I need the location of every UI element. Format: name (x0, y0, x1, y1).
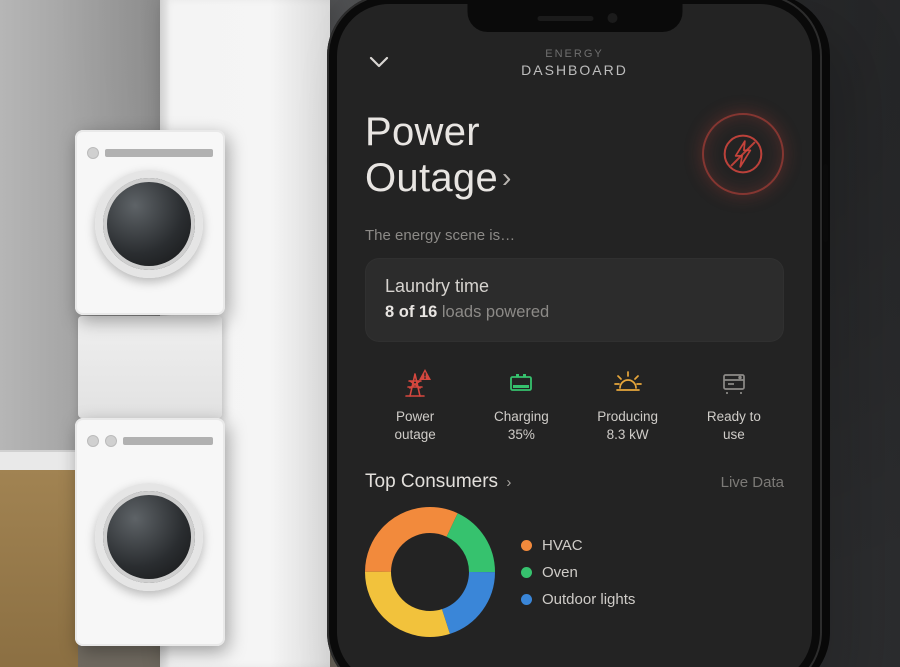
chevron-right-icon: › (502, 162, 512, 193)
tile-producing[interactable]: Producing 8.3 kW (578, 366, 678, 443)
scene-loads-suffix: loads powered (442, 303, 549, 321)
scene-loads-total: 16 (419, 303, 437, 321)
top-consumers-title: Top Consumers (365, 471, 498, 492)
chevron-right-icon: › (506, 474, 511, 491)
room-counter (0, 450, 78, 470)
top-consumers-link[interactable]: Top Consumers › (365, 471, 511, 493)
tile-value: 8.3 kW (578, 427, 678, 442)
scene-loads: 8 of 16 loads powered (385, 303, 764, 322)
no-power-icon (721, 132, 765, 176)
dryer-appliance (75, 130, 225, 315)
phone-screen: ENERGY DASHBOARD Power Outage› The energ… (337, 4, 812, 667)
tile-label: use (723, 427, 745, 442)
tile-label: Ready to (707, 409, 761, 424)
legend-label: HVAC (542, 537, 583, 554)
appliance-plinth (78, 316, 222, 418)
phone-frame: ENERGY DASHBOARD Power Outage› The energ… (327, 0, 822, 667)
tile-ready[interactable]: Ready to use (684, 366, 784, 443)
live-data-label: Live Data (721, 474, 784, 491)
transmission-icon (365, 366, 465, 400)
battery-icon (471, 366, 571, 400)
nav-title: DASHBOARD (365, 62, 784, 78)
page-title[interactable]: Power Outage› (365, 109, 512, 201)
tile-label: Charging (471, 408, 571, 426)
legend-item: Outdoor lights (521, 591, 635, 608)
legend-label: Outdoor lights (542, 591, 635, 608)
legend-item: HVAC (521, 537, 635, 554)
legend-dot-icon (521, 594, 532, 605)
app-nav: ENERGY DASHBOARD (337, 42, 812, 78)
collapse-button[interactable] (367, 50, 391, 74)
legend-dot-icon (521, 540, 532, 551)
chevron-down-icon (367, 50, 391, 74)
power-outage-badge (702, 113, 784, 195)
scene-name: Laundry time (385, 276, 764, 297)
screen-content: Power Outage› The energy scene is… Laund… (365, 109, 784, 667)
scene-intro: The energy scene is… (365, 227, 784, 244)
tile-value: 35% (471, 427, 571, 442)
appliance-icon (684, 366, 784, 400)
consumers-legend: HVAC Oven Outdoor lights (521, 537, 635, 608)
page-title-line1: Power (365, 110, 480, 154)
legend-item: Oven (521, 564, 635, 581)
nav-eyebrow: ENERGY (365, 48, 784, 60)
room-counter-base (0, 470, 78, 667)
legend-dot-icon (521, 567, 532, 578)
status-tiles: Power outage Charging 35% (365, 366, 784, 443)
tile-label: Power (396, 409, 434, 424)
tile-label: Producing (578, 408, 678, 426)
scene-card[interactable]: Laundry time 8 of 16 loads powered (365, 258, 784, 342)
phone-notch (467, 4, 682, 32)
page-title-line2: Outage (365, 156, 498, 200)
sun-icon (578, 366, 678, 400)
washer-appliance (75, 418, 225, 646)
consumers-donut-chart (365, 507, 495, 637)
tile-charging[interactable]: Charging 35% (471, 366, 571, 443)
scene-loads-done: 8 (385, 303, 394, 321)
tile-power-outage[interactable]: Power outage (365, 366, 465, 443)
legend-label: Oven (542, 564, 578, 581)
tile-label: outage (394, 427, 435, 442)
